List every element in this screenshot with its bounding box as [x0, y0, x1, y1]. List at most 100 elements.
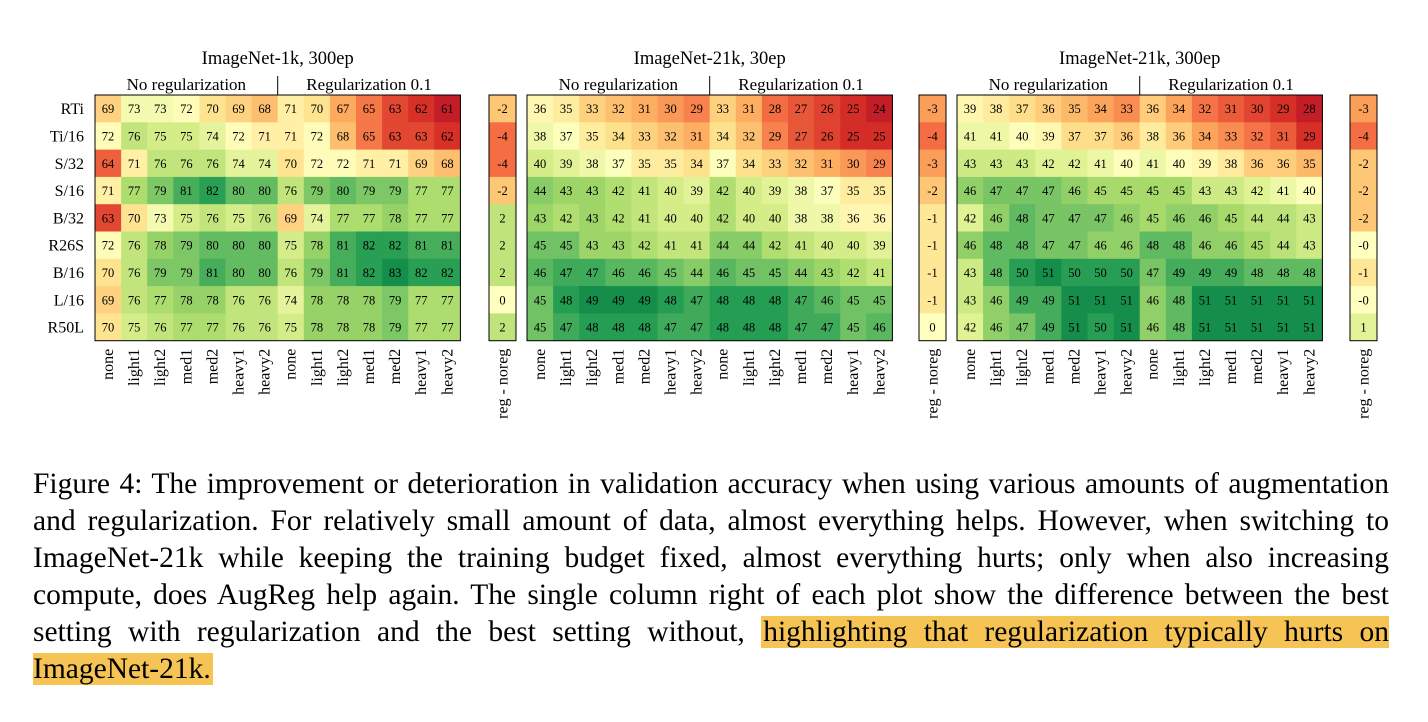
cell-value: 45 — [1120, 184, 1133, 198]
heatmap-cell — [382, 204, 409, 232]
cell-value: 47 — [795, 321, 808, 335]
cell-value: 37 — [1016, 102, 1029, 116]
cell-value: 47 — [1016, 184, 1029, 198]
heatmap-cell — [1061, 258, 1088, 287]
heatmap-cell — [356, 122, 383, 150]
cell-value: 48 — [1303, 266, 1316, 280]
cell-value: 46 — [821, 293, 834, 307]
column-label: heavy1 — [231, 349, 248, 395]
heatmap-cell — [683, 231, 711, 260]
cell-value: 48 — [664, 293, 677, 307]
heatmap-cell — [579, 95, 606, 123]
heatmap-cell — [303, 313, 331, 342]
heatmap-cell — [199, 176, 226, 205]
heatmap-cell — [225, 95, 252, 123]
heatmap-cell — [1087, 204, 1114, 232]
heatmap-cell — [957, 286, 984, 314]
heatmap-cell — [382, 122, 409, 150]
cell-value: 45 — [534, 321, 547, 335]
heatmap-cell — [303, 149, 331, 178]
heatmap-cell — [735, 122, 763, 150]
heatmap-cell — [735, 313, 763, 342]
heatmap-cell — [553, 122, 580, 150]
cell-value: 63 — [389, 129, 402, 143]
cell-value: 62 — [415, 102, 428, 116]
cell-value: 74 — [285, 293, 298, 307]
cell-value: 34 — [612, 129, 625, 143]
cell-value: 37 — [821, 184, 834, 198]
heatmap-cell — [553, 149, 580, 178]
cell-value: 43 — [560, 184, 573, 198]
heatmap-cell — [683, 149, 711, 178]
cell-value: 46 — [1199, 211, 1212, 225]
heatmap-cell — [1035, 231, 1062, 260]
cell-value: 78 — [311, 293, 324, 307]
heatmap-cell — [579, 258, 606, 287]
heatmap-cell — [631, 176, 658, 205]
heatmap-cell — [814, 286, 841, 314]
cell-value: 41 — [1094, 157, 1107, 171]
cell-value: 76 — [180, 157, 193, 171]
heatmap-cell — [605, 204, 632, 232]
cell-value: 41 — [1277, 184, 1290, 198]
diff-cell — [1350, 176, 1377, 205]
heatmap-cell — [957, 313, 984, 342]
heatmap-cell — [683, 313, 711, 342]
cell-value: 41 — [690, 239, 703, 253]
cell-value: 79 — [311, 266, 324, 280]
cell-value: 38 — [534, 129, 547, 143]
cell-value: 41 — [664, 239, 677, 253]
heatmap-cell — [121, 231, 148, 260]
diff-column-label: reg - noreg — [495, 349, 512, 419]
row-label: R50L — [48, 320, 84, 337]
cell-value: 25 — [847, 102, 860, 116]
cell-value: 40 — [1016, 129, 1029, 143]
heatmap-cell — [605, 122, 632, 150]
heatmap-cell — [605, 176, 632, 205]
cell-value: 42 — [638, 239, 651, 253]
column-label: heavy1 — [1093, 349, 1110, 395]
cell-value: 77 — [441, 211, 454, 225]
cell-value: 40 — [664, 184, 677, 198]
cell-value: 72 — [180, 102, 193, 116]
cell-value: 48 — [1251, 266, 1264, 280]
diff-value: -4 — [927, 129, 938, 143]
cell-value: 37 — [560, 129, 573, 143]
cell-value: 43 — [612, 239, 625, 253]
diff-cell — [919, 258, 946, 287]
cell-value: 71 — [363, 157, 376, 171]
diff-value: -2 — [1358, 184, 1368, 198]
cell-value: 36 — [1147, 102, 1160, 116]
heatmap-cell — [735, 95, 763, 123]
heatmap-cell — [303, 231, 331, 260]
column-label: med1 — [361, 349, 378, 385]
heatmap-cell — [983, 231, 1010, 260]
heatmap-cell — [735, 258, 763, 287]
cell-value: 28 — [1303, 102, 1316, 116]
column-label: light1 — [558, 349, 575, 386]
heatmap-cell — [225, 258, 252, 287]
cell-value: 43 — [586, 239, 599, 253]
cell-value: 47 — [795, 293, 808, 307]
column-label: heavy1 — [845, 349, 862, 395]
diff-frame — [918, 94, 947, 342]
group-label: No regularization — [559, 75, 679, 94]
cell-value: 43 — [1016, 157, 1029, 171]
cell-value: 40 — [743, 211, 756, 225]
cell-value: 25 — [873, 129, 886, 143]
diff-value: 2 — [499, 239, 505, 253]
heatmap-cell — [408, 313, 435, 342]
heatmap-cell — [1087, 313, 1114, 342]
cell-value: 77 — [415, 211, 428, 225]
heatmap-cell — [553, 258, 580, 287]
heatmap-cell — [983, 258, 1010, 287]
heatmap-cell — [761, 176, 789, 205]
cell-value: 34 — [1173, 102, 1186, 116]
cell-value: 81 — [337, 266, 350, 280]
cell-value: 45 — [847, 293, 860, 307]
heatmap-cell — [957, 95, 984, 123]
heatmap-cell — [788, 122, 815, 150]
cell-value: 41 — [964, 129, 977, 143]
heatmap-cell — [735, 204, 763, 232]
cell-value: 45 — [1094, 184, 1107, 198]
